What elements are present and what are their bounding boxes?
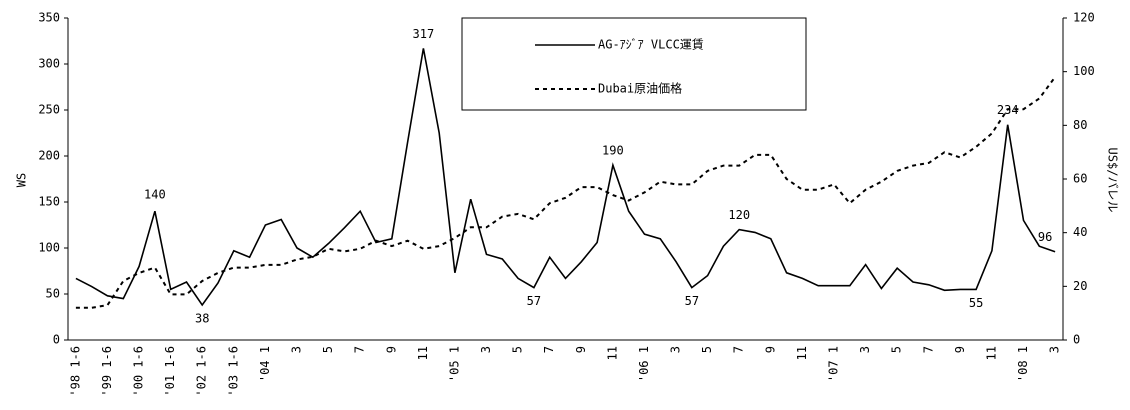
data-label: 57 xyxy=(527,294,541,308)
y-tick-label: 100 xyxy=(38,241,60,255)
x-tick-label: '07 1 xyxy=(826,346,840,382)
x-tick-label: 11 xyxy=(984,346,998,360)
x-tick-label: 7 xyxy=(353,346,367,353)
legend-box xyxy=(461,17,807,111)
x-tick-label: 11 xyxy=(605,346,619,360)
y-tick-label: 150 xyxy=(38,195,60,209)
x-tick-label: 7 xyxy=(921,346,935,353)
y2-tick-label: 0 xyxy=(1073,333,1080,347)
y2-tick-label: 20 xyxy=(1073,279,1087,293)
y-tick-label: 0 xyxy=(53,333,60,347)
y-axis-label: WS xyxy=(15,173,29,187)
x-tick-label: '00 1-6 xyxy=(132,346,146,397)
data-label: 96 xyxy=(1038,230,1052,244)
y2-tick-label: 60 xyxy=(1073,172,1087,186)
y-tick-label: 200 xyxy=(38,149,60,163)
x-tick-label: 11 xyxy=(416,346,430,360)
x-tick-label: 5 xyxy=(700,346,714,353)
data-label: 190 xyxy=(602,144,624,158)
data-label: 140 xyxy=(144,188,166,202)
data-label: 55 xyxy=(969,296,983,310)
x-tick-label: '06 1 xyxy=(637,346,651,382)
data-label: 120 xyxy=(728,208,750,222)
x-tick-label: 9 xyxy=(384,346,398,353)
y2-tick-label: 120 xyxy=(1073,11,1095,25)
y2-axis-label: US$/バレル xyxy=(1106,148,1120,213)
x-tick-label: 9 xyxy=(953,346,967,353)
series-line xyxy=(75,48,1056,307)
x-tick-label: '02 1-6 xyxy=(195,346,209,397)
y-tick-label: 350 xyxy=(38,11,60,25)
y2-tick-label: 100 xyxy=(1073,64,1095,78)
x-tick-label: 7 xyxy=(542,346,556,353)
x-tick-label: 3 xyxy=(290,346,304,353)
x-tick-label: 3 xyxy=(669,346,683,353)
x-tick-label: '01 1-6 xyxy=(163,346,177,397)
x-tick-label: 5 xyxy=(890,346,904,353)
x-tick-label: 9 xyxy=(763,346,777,353)
legend-label: Dubai原油価格 xyxy=(598,81,682,96)
x-tick-label: '99 1-6 xyxy=(100,346,114,397)
x-tick-label: 5 xyxy=(511,346,525,353)
x-tick-label: '04 1 xyxy=(258,346,272,382)
x-tick-label: 3 xyxy=(1048,346,1062,353)
y-tick-label: 250 xyxy=(38,103,60,117)
x-tick-label: '03 1-6 xyxy=(226,346,240,397)
x-tick-label: '08 1 xyxy=(1016,346,1030,382)
legend-label: AG-ｱｼﾞｱ VLCC運賃 xyxy=(598,37,704,52)
data-label: 234 xyxy=(997,103,1019,117)
x-tick-label: 7 xyxy=(732,346,746,353)
x-tick-label: 5 xyxy=(321,346,335,353)
y-tick-label: 300 xyxy=(38,57,60,71)
x-tick-label: 11 xyxy=(795,346,809,360)
x-tick-label: 9 xyxy=(574,346,588,353)
x-tick-label: 3 xyxy=(858,346,872,353)
x-tick-label: '98 1-6 xyxy=(68,346,82,397)
data-label: 38 xyxy=(195,312,209,326)
y2-tick-label: 80 xyxy=(1073,118,1087,132)
y2-tick-label: 40 xyxy=(1073,225,1087,239)
x-tick-label: '05 1 xyxy=(447,346,461,382)
series-line xyxy=(75,76,1056,309)
data-label: 317 xyxy=(413,27,435,41)
y-tick-label: 50 xyxy=(46,287,60,301)
x-tick-label: 3 xyxy=(479,346,493,353)
data-label: 57 xyxy=(685,294,699,308)
